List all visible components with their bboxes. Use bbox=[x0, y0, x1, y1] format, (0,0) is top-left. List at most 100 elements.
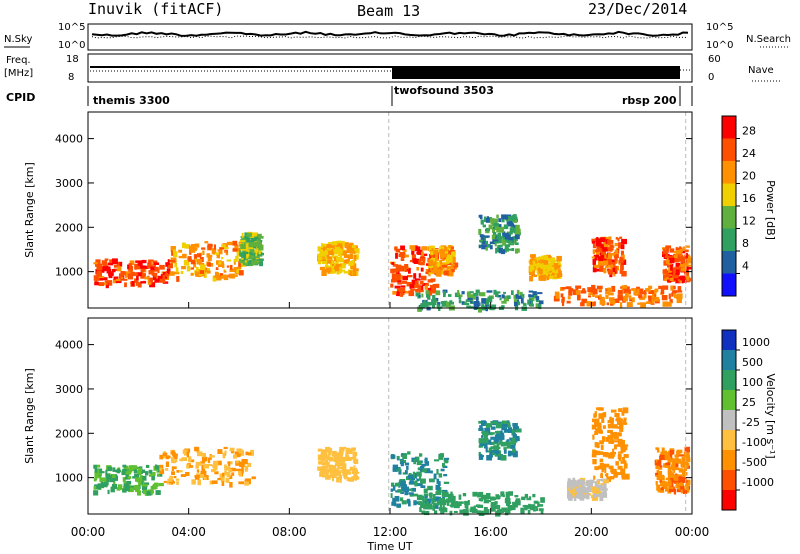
data-cell bbox=[94, 471, 97, 478]
data-cell bbox=[683, 452, 690, 458]
data-cell bbox=[680, 487, 685, 494]
data-cell bbox=[676, 488, 681, 493]
data-cell bbox=[452, 262, 459, 268]
data-cell bbox=[568, 495, 573, 501]
data-cell bbox=[637, 302, 642, 305]
data-cell bbox=[105, 479, 110, 483]
data-cell bbox=[592, 434, 595, 440]
data-cell bbox=[352, 447, 356, 451]
data-cell bbox=[188, 456, 192, 463]
data-cell bbox=[572, 477, 576, 482]
data-cell bbox=[549, 266, 555, 271]
data-cell bbox=[238, 261, 244, 267]
data-cell bbox=[473, 505, 476, 511]
data-cell bbox=[603, 412, 607, 418]
data-cell bbox=[400, 453, 406, 457]
data-cell bbox=[94, 279, 98, 283]
data-cell bbox=[239, 253, 245, 256]
data-cell bbox=[436, 478, 440, 484]
data-cell bbox=[420, 257, 426, 261]
data-cell bbox=[196, 259, 202, 265]
data-cell bbox=[497, 454, 504, 460]
data-cell bbox=[201, 469, 206, 472]
data-cell bbox=[594, 466, 599, 471]
data-cell bbox=[416, 494, 423, 501]
data-cell bbox=[681, 260, 688, 263]
data-cell bbox=[599, 294, 602, 299]
data-cell bbox=[197, 452, 203, 457]
data-cell bbox=[660, 288, 665, 295]
data-cell bbox=[163, 480, 170, 483]
data-cell bbox=[595, 422, 601, 428]
data-cell bbox=[626, 286, 630, 290]
data-cell bbox=[344, 244, 348, 249]
data-cell bbox=[612, 454, 616, 457]
data-cell bbox=[394, 496, 400, 502]
data-cell bbox=[503, 224, 509, 230]
data-cell bbox=[608, 236, 612, 240]
data-cell bbox=[593, 301, 596, 306]
data-cell bbox=[498, 247, 504, 254]
data-cell bbox=[602, 248, 608, 252]
data-cell bbox=[448, 294, 452, 297]
data-cell bbox=[473, 301, 480, 306]
data-cell bbox=[427, 287, 432, 291]
data-cell bbox=[171, 471, 175, 475]
data-cell bbox=[558, 256, 562, 260]
data-cell bbox=[489, 241, 496, 245]
data-cell bbox=[186, 464, 190, 469]
colorbar-swatch bbox=[722, 138, 736, 162]
data-cell bbox=[651, 290, 657, 294]
data-cell bbox=[137, 469, 142, 476]
data-cell bbox=[617, 238, 620, 242]
data-cell bbox=[113, 264, 120, 268]
data-cell bbox=[342, 468, 346, 475]
data-cell bbox=[185, 472, 190, 476]
data-cell bbox=[534, 263, 539, 267]
data-cell bbox=[623, 444, 629, 447]
data-cell bbox=[223, 270, 227, 273]
data-cell bbox=[554, 274, 557, 278]
data-cell bbox=[325, 261, 328, 267]
ytick-label: 4000 bbox=[55, 339, 83, 352]
data-cell bbox=[607, 287, 613, 293]
data-cell bbox=[418, 260, 422, 265]
data-cell bbox=[437, 265, 440, 271]
data-cell bbox=[335, 265, 340, 271]
data-cell bbox=[186, 265, 191, 272]
data-cell bbox=[186, 451, 190, 458]
data-cell bbox=[112, 269, 116, 273]
data-cell bbox=[219, 247, 225, 250]
data-cell bbox=[251, 476, 256, 480]
data-cell bbox=[588, 295, 592, 298]
data-cell bbox=[617, 465, 623, 470]
data-cell bbox=[433, 496, 439, 502]
data-cell bbox=[680, 477, 687, 481]
data-cell bbox=[432, 294, 436, 300]
data-cell bbox=[535, 296, 540, 301]
data-cell bbox=[660, 482, 663, 487]
data-cell bbox=[620, 440, 625, 446]
data-cell bbox=[504, 498, 511, 503]
data-cell bbox=[472, 508, 478, 513]
data-cell bbox=[458, 494, 462, 500]
data-cell bbox=[236, 266, 242, 269]
data-cell bbox=[480, 234, 485, 237]
data-cell bbox=[112, 467, 116, 472]
data-cell bbox=[126, 480, 132, 485]
nsearch-label: N.Search bbox=[746, 34, 791, 45]
data-cell bbox=[249, 249, 255, 255]
data-cell bbox=[396, 455, 400, 459]
data-cell bbox=[154, 278, 159, 283]
data-cell bbox=[592, 243, 597, 249]
data-cell bbox=[577, 493, 584, 498]
data-cell bbox=[675, 269, 680, 276]
data-cell bbox=[117, 261, 123, 267]
data-cell bbox=[407, 275, 413, 278]
data-cell bbox=[97, 270, 102, 273]
data-cell bbox=[515, 228, 521, 235]
data-cell bbox=[503, 295, 509, 302]
data-cell bbox=[149, 277, 153, 283]
ytick-label: 2000 bbox=[55, 221, 83, 234]
data-cell bbox=[451, 263, 455, 266]
